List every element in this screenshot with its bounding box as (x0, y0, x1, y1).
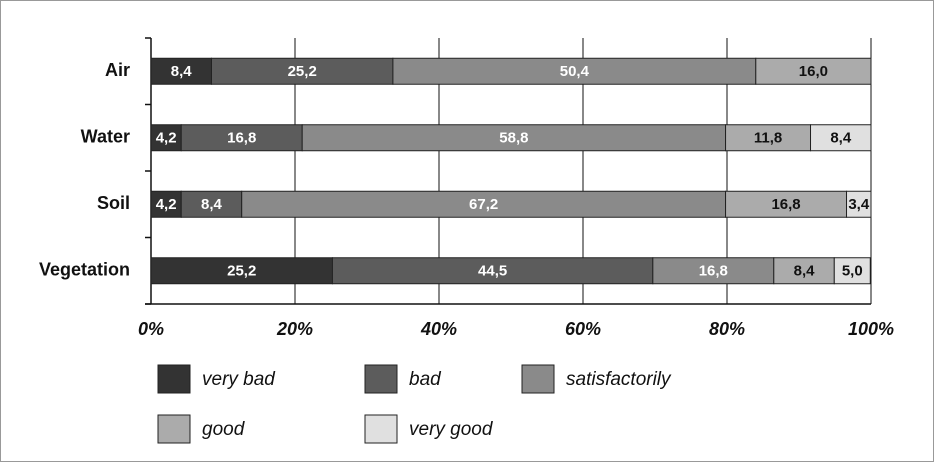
legend-label: very bad (202, 369, 276, 390)
legend-label: good (202, 419, 246, 440)
bar-segment (241, 190, 727, 218)
x-tick-label: 100% (848, 319, 894, 339)
value-label: 58,8 (499, 130, 528, 147)
bar-segment (773, 257, 835, 285)
legend-swatch (521, 364, 555, 394)
bar-segment (150, 190, 182, 218)
value-label: 8,4 (794, 263, 816, 280)
legend-swatch (364, 414, 398, 444)
bar-segment (150, 124, 182, 152)
legend-label: bad (409, 369, 442, 390)
bar-segment (210, 57, 394, 85)
category-label: Soil (97, 193, 130, 213)
value-label: 25,2 (288, 63, 317, 80)
legend-label: satisfactorily (566, 369, 672, 390)
category-label: Water (81, 127, 130, 147)
bar-segment (810, 124, 872, 152)
x-tick-label: 20% (276, 319, 313, 339)
value-label: 5,0 (842, 263, 863, 280)
legend-swatch (364, 364, 398, 394)
bar-segment (150, 57, 212, 85)
value-label: 16,0 (799, 63, 828, 80)
category-label: Air (105, 60, 130, 80)
bar-segment (652, 257, 775, 285)
x-tick-label: 40% (420, 319, 457, 339)
bar-segment (331, 257, 654, 285)
value-label: 50,4 (560, 63, 590, 80)
legend-swatch (157, 414, 191, 444)
x-tick-label: 0% (138, 319, 164, 339)
value-label: 4,2 (156, 130, 177, 147)
value-label: 16,8 (771, 196, 800, 213)
x-tick-label: 80% (709, 319, 745, 339)
bar-segment (833, 257, 871, 285)
bar-segment (755, 57, 872, 85)
x-tick-label: 60% (565, 319, 601, 339)
bar-segment (725, 190, 848, 218)
value-label: 8,4 (830, 130, 852, 147)
value-label: 8,4 (171, 63, 193, 80)
value-label: 4,2 (156, 196, 177, 213)
value-label: 67,2 (469, 196, 498, 213)
bar-segment (180, 124, 303, 152)
legend-swatch (157, 364, 191, 394)
bar-segment (392, 57, 757, 85)
category-label: Vegetation (39, 260, 130, 280)
value-label: 8,4 (201, 196, 223, 213)
value-label: 44,5 (478, 263, 507, 280)
value-label: 11,8 (754, 130, 782, 147)
value-label: 16,8 (227, 130, 256, 147)
legend-label: very good (409, 419, 494, 440)
bar-segment (725, 124, 812, 152)
value-label: 25,2 (227, 263, 256, 280)
value-label: 3,4 (848, 196, 870, 213)
value-label: 16,8 (699, 263, 728, 280)
bar-segment (150, 257, 333, 285)
bar-segment (846, 190, 872, 218)
